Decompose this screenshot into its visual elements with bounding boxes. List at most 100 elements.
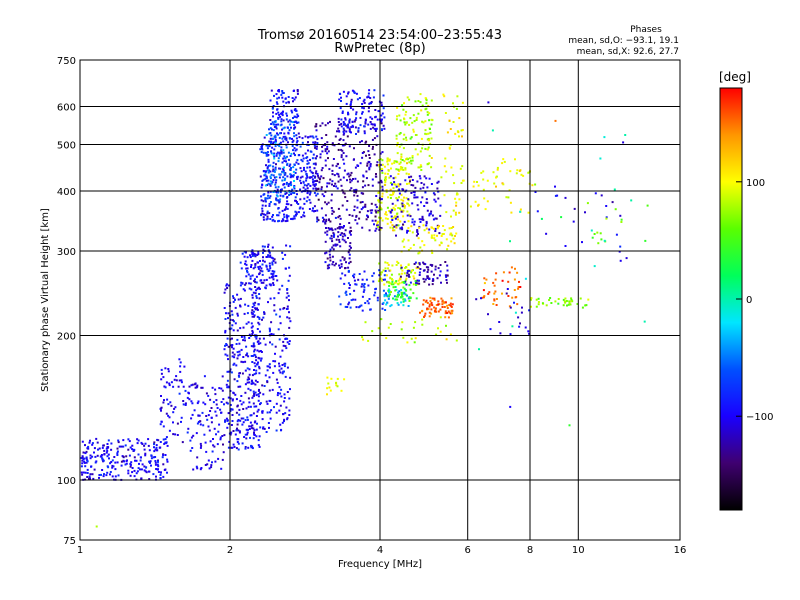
data-point bbox=[450, 227, 453, 229]
data-point bbox=[140, 441, 143, 444]
data-point bbox=[149, 460, 152, 463]
data-point bbox=[251, 325, 254, 328]
data-point bbox=[267, 153, 270, 156]
data-point bbox=[307, 183, 310, 186]
data-point bbox=[446, 274, 449, 277]
data-point bbox=[413, 223, 416, 226]
data-point bbox=[251, 424, 254, 427]
data-point bbox=[330, 193, 333, 196]
data-point bbox=[278, 409, 281, 412]
data-point bbox=[312, 187, 315, 190]
data-point bbox=[271, 263, 274, 266]
data-point bbox=[429, 212, 432, 215]
data-point bbox=[396, 298, 399, 301]
data-point bbox=[133, 469, 136, 472]
data-point bbox=[369, 209, 372, 212]
data-point bbox=[190, 417, 193, 420]
data-point bbox=[239, 327, 242, 330]
data-point bbox=[286, 391, 289, 393]
data-point bbox=[413, 341, 416, 344]
data-point bbox=[379, 152, 382, 155]
data-point bbox=[374, 209, 377, 212]
data-point bbox=[293, 164, 296, 166]
data-point bbox=[269, 297, 272, 300]
data-point bbox=[268, 411, 271, 414]
data-point bbox=[268, 251, 271, 254]
data-point bbox=[247, 304, 250, 307]
data-point bbox=[172, 385, 175, 388]
data-point bbox=[204, 403, 207, 406]
data-point bbox=[269, 267, 272, 270]
data-point bbox=[403, 206, 406, 209]
data-point bbox=[444, 157, 447, 160]
data-point bbox=[341, 149, 344, 152]
data-point bbox=[364, 122, 367, 125]
data-point bbox=[250, 382, 253, 385]
data-point bbox=[259, 342, 262, 345]
data-point bbox=[333, 174, 336, 177]
data-point bbox=[338, 98, 341, 101]
data-point bbox=[443, 301, 446, 304]
data-point bbox=[300, 158, 303, 161]
data-point bbox=[303, 184, 306, 187]
data-point bbox=[442, 233, 445, 235]
data-point bbox=[235, 364, 238, 367]
data-point bbox=[383, 127, 386, 130]
data-point bbox=[428, 177, 431, 180]
data-point bbox=[125, 462, 128, 465]
data-point bbox=[286, 155, 288, 158]
data-point bbox=[389, 269, 392, 272]
data-point bbox=[253, 429, 256, 432]
data-point bbox=[291, 111, 294, 114]
data-point bbox=[160, 409, 162, 412]
data-point bbox=[109, 462, 112, 465]
data-point bbox=[166, 444, 169, 447]
data-point bbox=[248, 401, 251, 404]
data-point bbox=[317, 198, 320, 201]
data-point bbox=[293, 186, 295, 188]
data-point bbox=[116, 450, 119, 453]
data-point bbox=[301, 137, 304, 140]
data-point bbox=[272, 282, 275, 285]
data-point bbox=[273, 148, 276, 151]
data-point bbox=[255, 295, 258, 298]
data-point bbox=[461, 129, 464, 131]
data-point bbox=[226, 402, 229, 405]
data-point bbox=[283, 420, 285, 423]
data-point bbox=[362, 206, 364, 209]
data-point bbox=[342, 121, 345, 123]
data-point bbox=[353, 209, 356, 212]
data-point bbox=[135, 459, 138, 462]
data-point bbox=[361, 106, 364, 109]
data-point bbox=[402, 286, 405, 289]
data-point bbox=[248, 287, 251, 290]
data-point bbox=[350, 171, 353, 174]
data-point bbox=[483, 197, 486, 200]
data-point bbox=[269, 164, 272, 167]
data-point bbox=[318, 178, 321, 181]
data-point bbox=[419, 177, 422, 180]
data-point bbox=[348, 222, 351, 224]
data-point bbox=[433, 234, 436, 237]
data-point bbox=[357, 127, 360, 130]
data-point bbox=[254, 253, 257, 256]
data-point bbox=[509, 333, 512, 336]
data-point bbox=[398, 133, 401, 136]
data-point bbox=[264, 177, 267, 180]
data-point bbox=[353, 273, 356, 276]
data-point bbox=[124, 444, 127, 447]
data-point bbox=[279, 151, 282, 154]
data-point bbox=[413, 194, 416, 196]
data-point bbox=[396, 106, 399, 109]
data-point bbox=[413, 220, 416, 223]
data-point bbox=[405, 136, 407, 139]
data-point bbox=[339, 277, 342, 280]
data-point bbox=[88, 441, 91, 444]
data-point bbox=[246, 433, 249, 436]
y-tick-label: 750 bbox=[57, 56, 76, 67]
data-point bbox=[270, 123, 273, 125]
data-point bbox=[484, 208, 487, 211]
data-point bbox=[380, 181, 383, 184]
data-point bbox=[227, 422, 230, 425]
data-point bbox=[340, 154, 343, 157]
